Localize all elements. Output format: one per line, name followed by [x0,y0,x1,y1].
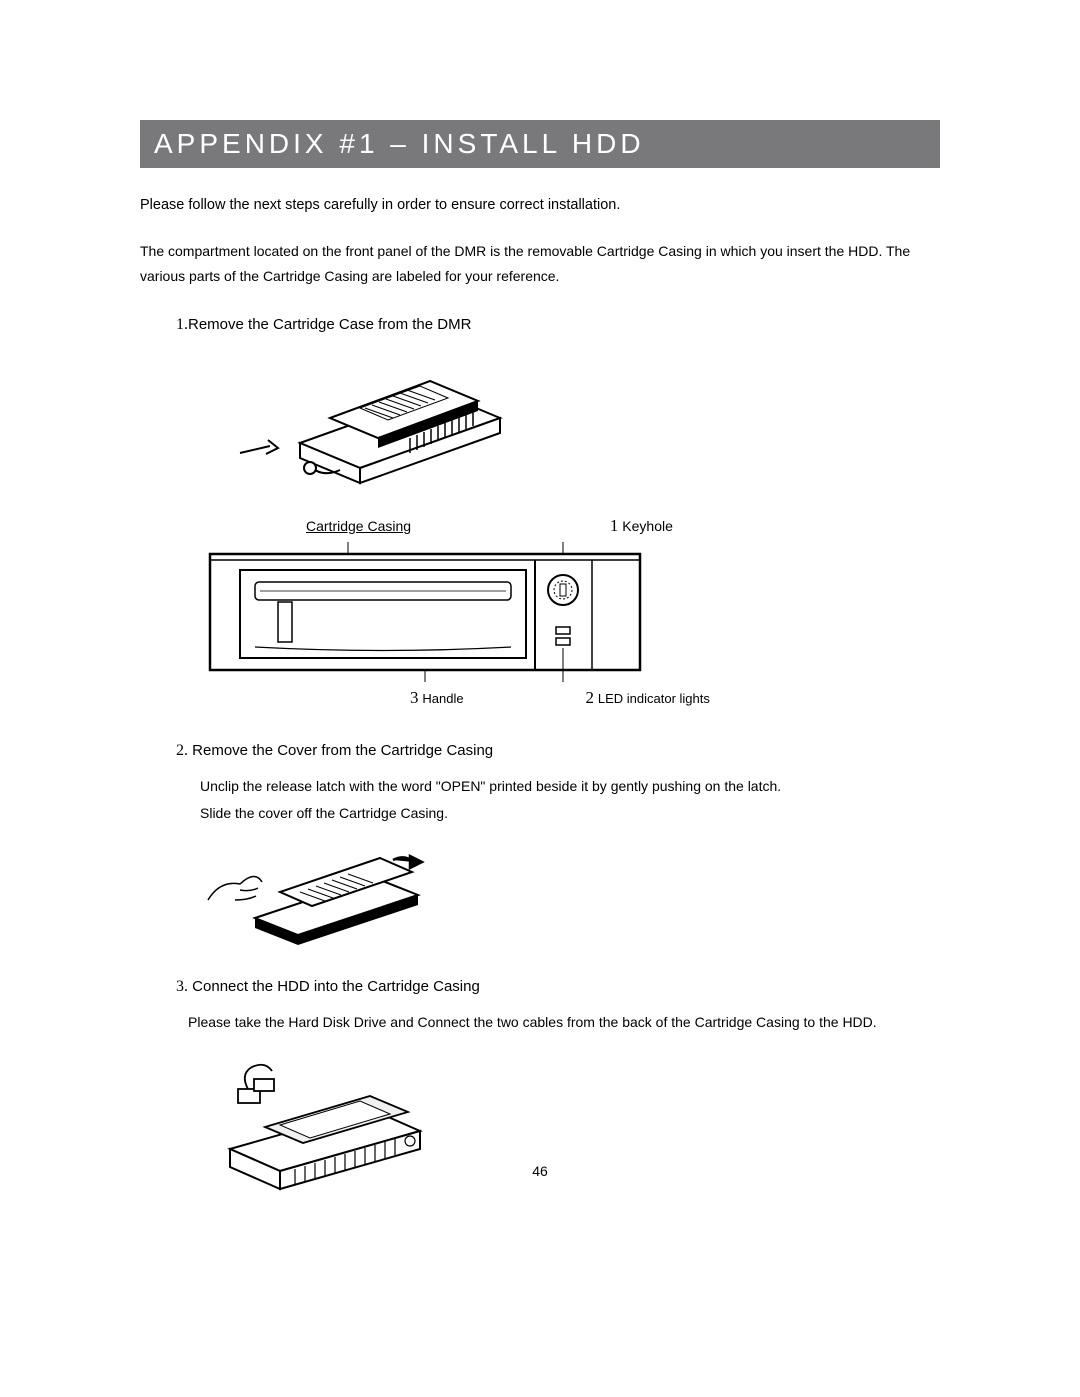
step1-text: Remove the Cartridge Case from the DMR [188,316,471,333]
step3-heading: 3. Connect the HDD into the Cartridge Ca… [176,978,940,996]
step2-heading-text: Remove the Cover from the Cartridge Casi… [192,742,493,759]
step3-number: 3. [176,978,188,995]
label-keyhole-num: 1 [610,516,619,535]
figure-front-panel [200,542,940,682]
figure-remove-cover [200,840,940,950]
page-number: 46 [0,1163,1080,1179]
step1-heading: 1.Remove the Cartridge Case from the DMR [176,316,940,334]
step2-number: 2. [176,742,188,759]
step3-heading-text: Connect the HDD into the Cartridge Casin… [192,978,480,995]
description-text: The compartment located on the front pan… [140,239,940,289]
figure2-bottom-labels: 3 Handle 2 LED indicator lights [200,688,940,708]
step2-body1: Unclip the release latch with the word "… [200,774,940,799]
step2-body2: Slide the cover off the Cartridge Casing… [200,801,940,826]
label-handle-num: 3 [410,688,419,708]
step1-number: 1. [176,316,188,333]
label-led-num: 2 [585,688,594,708]
label-handle: Handle [422,691,463,706]
label-cartridge-casing: Cartridge Casing [306,518,606,534]
step2-heading: 2. Remove the Cover from the Cartridge C… [176,742,940,760]
page-title: APPENDIX #1 – INSTALL HDD [140,120,940,168]
label-led: LED indicator lights [598,691,710,706]
label-keyhole: Keyhole [622,518,673,534]
intro-text: Please follow the next steps carefully i… [140,194,940,217]
figure-cartridge-removal [210,348,940,488]
step3-body: Please take the Hard Disk Drive and Conn… [188,1010,940,1035]
figure2-top-labels: Cartridge Casing 1 Keyhole [200,516,940,536]
